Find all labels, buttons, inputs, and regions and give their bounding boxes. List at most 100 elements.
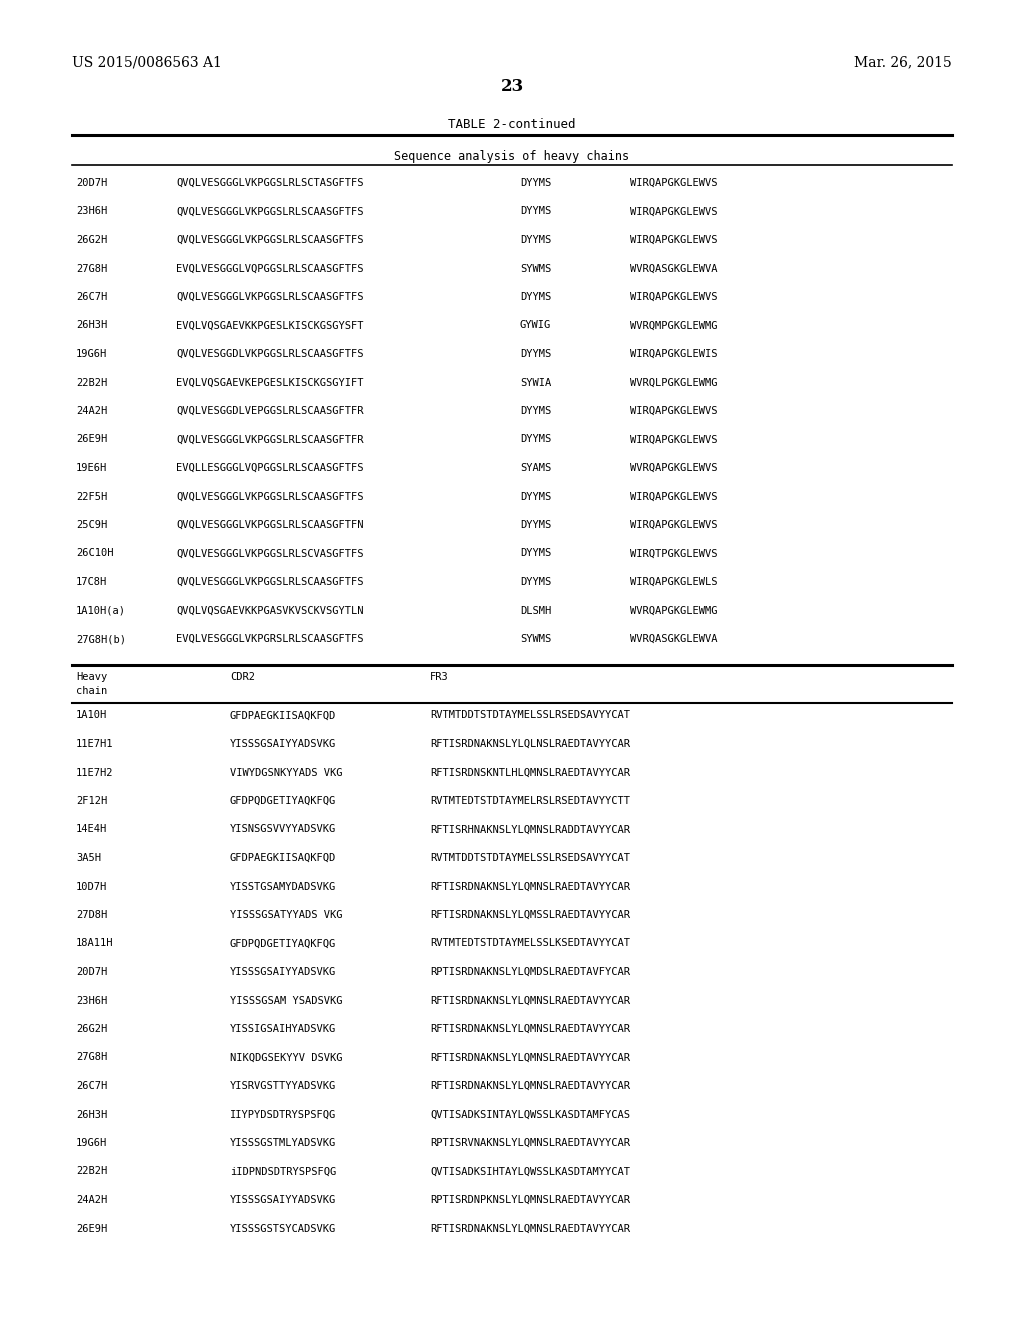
Text: Heavy: Heavy	[76, 672, 108, 682]
Text: chain: chain	[76, 685, 108, 696]
Text: DYYMS: DYYMS	[520, 491, 551, 502]
Text: 22F5H: 22F5H	[76, 491, 108, 502]
Text: YISRVGSTTYYADSVKG: YISRVGSTTYYADSVKG	[230, 1081, 336, 1092]
Text: CDR2: CDR2	[230, 672, 255, 682]
Text: 1A10H: 1A10H	[76, 710, 108, 721]
Text: RFTISRHNAKNSLYLQMNSLRADDTAVYYCAR: RFTISRHNAKNSLYLQMNSLRADDTAVYYCAR	[430, 825, 630, 834]
Text: WVRQAPGKGLEWVS: WVRQAPGKGLEWVS	[630, 463, 718, 473]
Text: RFTISRDNAKNSLYLQMNSLRAEDTAVYYCAR: RFTISRDNAKNSLYLQMNSLRAEDTAVYYCAR	[430, 1081, 630, 1092]
Text: QVQLVESGGDLVKPGGSLRLSCAASGFTFS: QVQLVESGGDLVKPGGSLRLSCAASGFTFS	[176, 348, 364, 359]
Text: WIRQAPGKGLEWVS: WIRQAPGKGLEWVS	[630, 178, 718, 187]
Text: 19G6H: 19G6H	[76, 1138, 108, 1148]
Text: 1A10H(a): 1A10H(a)	[76, 606, 126, 615]
Text: GYWIG: GYWIG	[520, 321, 551, 330]
Text: RFTISRDNAKNSLYLQMNSLRAEDTAVYYCAR: RFTISRDNAKNSLYLQMNSLRAEDTAVYYCAR	[430, 1052, 630, 1063]
Text: WIRQTPGKGLEWVS: WIRQTPGKGLEWVS	[630, 549, 718, 558]
Text: 25C9H: 25C9H	[76, 520, 108, 531]
Text: DYYMS: DYYMS	[520, 348, 551, 359]
Text: QVTISADKSIHTAYLQWSSLKASDTAMYYCAT: QVTISADKSIHTAYLQWSSLKASDTAMYYCAT	[430, 1167, 630, 1176]
Text: 26C7H: 26C7H	[76, 292, 108, 302]
Text: WVRQASGKGLEWVA: WVRQASGKGLEWVA	[630, 634, 718, 644]
Text: WIRQAPGKGLEWVS: WIRQAPGKGLEWVS	[630, 520, 718, 531]
Text: DYYMS: DYYMS	[520, 292, 551, 302]
Text: QVTISADKSINTAYLQWSSLKASDTAMFYCAS: QVTISADKSINTAYLQWSSLKASDTAMFYCAS	[430, 1110, 630, 1119]
Text: WIRQAPGKGLEWVS: WIRQAPGKGLEWVS	[630, 434, 718, 445]
Text: SYWMS: SYWMS	[520, 264, 551, 273]
Text: RVTMTEDTSTDTAYMELRSLRSEDTAVYYCTT: RVTMTEDTSTDTAYMELRSLRSEDTAVYYCTT	[430, 796, 630, 807]
Text: DYYMS: DYYMS	[520, 407, 551, 416]
Text: US 2015/0086563 A1: US 2015/0086563 A1	[72, 55, 222, 69]
Text: RFTISRDNAKNSLYLQMNSLRAEDTAVYYCAR: RFTISRDNAKNSLYLQMNSLRAEDTAVYYCAR	[430, 995, 630, 1006]
Text: EVQLVESGGGLVKPGRSLRLSCAASGFTFS: EVQLVESGGGLVKPGRSLRLSCAASGFTFS	[176, 634, 364, 644]
Text: WVRQASGKGLEWVA: WVRQASGKGLEWVA	[630, 264, 718, 273]
Text: YISSSGSAIYYADSVKG: YISSSGSAIYYADSVKG	[230, 1195, 336, 1205]
Text: DYYMS: DYYMS	[520, 206, 551, 216]
Text: QVQLVESGGGLVKPGGSLRLSCAASGFTFS: QVQLVESGGGLVKPGGSLRLSCAASGFTFS	[176, 491, 364, 502]
Text: RFTISRDNSKNTLHLQMNSLRAEDTAVYYCAR: RFTISRDNSKNTLHLQMNSLRAEDTAVYYCAR	[430, 767, 630, 777]
Text: RVTMTEDTSTDTAYMELSSLKSEDTAVYYCAT: RVTMTEDTSTDTAYMELSSLKSEDTAVYYCAT	[430, 939, 630, 949]
Text: GFDPQDGETIYAQKFQG: GFDPQDGETIYAQKFQG	[230, 939, 336, 949]
Text: RVTMTDDTSTDTAYMELSSLRSEDSAVYYCAT: RVTMTDDTSTDTAYMELSSLRSEDSAVYYCAT	[430, 853, 630, 863]
Text: 23H6H: 23H6H	[76, 995, 108, 1006]
Text: WIRQAPGKGLEWVS: WIRQAPGKGLEWVS	[630, 407, 718, 416]
Text: 26G2H: 26G2H	[76, 235, 108, 246]
Text: Mar. 26, 2015: Mar. 26, 2015	[854, 55, 952, 69]
Text: RVTMTDDTSTDTAYMELSSLRSEDSAVYYCAT: RVTMTDDTSTDTAYMELSSLRSEDSAVYYCAT	[430, 710, 630, 721]
Text: 10D7H: 10D7H	[76, 882, 108, 891]
Text: SYAMS: SYAMS	[520, 463, 551, 473]
Text: RPTISRDNPKNSLYLQMNSLRAEDTAVYYCAR: RPTISRDNPKNSLYLQMNSLRAEDTAVYYCAR	[430, 1195, 630, 1205]
Text: EVQLVQSGAEVKKPGESLKISCKGSGYSFT: EVQLVQSGAEVKKPGESLKISCKGSGYSFT	[176, 321, 364, 330]
Text: GFDPAEGKIISAQKFQD: GFDPAEGKIISAQKFQD	[230, 853, 336, 863]
Text: 22B2H: 22B2H	[76, 1167, 108, 1176]
Text: WVRQAPGKGLEWMG: WVRQAPGKGLEWMG	[630, 606, 718, 615]
Text: WIRQAPGKGLEWLS: WIRQAPGKGLEWLS	[630, 577, 718, 587]
Text: QVQLVESGGGLVKPGGSLRLSCAASGFTFS: QVQLVESGGGLVKPGGSLRLSCAASGFTFS	[176, 235, 364, 246]
Text: 27D8H: 27D8H	[76, 909, 108, 920]
Text: WVRQMPGKGLEWMG: WVRQMPGKGLEWMG	[630, 321, 718, 330]
Text: YISSTGSAMYDADSVKG: YISSTGSAMYDADSVKG	[230, 882, 336, 891]
Text: QVQLVESGGGLVKPGGSLRLSCAASGFTFS: QVQLVESGGGLVKPGGSLRLSCAASGFTFS	[176, 577, 364, 587]
Text: 3A5H: 3A5H	[76, 853, 101, 863]
Text: 17C8H: 17C8H	[76, 577, 108, 587]
Text: RFTISRDNAKNSLYLQMNSLRAEDTAVYYCAR: RFTISRDNAKNSLYLQMNSLRAEDTAVYYCAR	[430, 1224, 630, 1233]
Text: RFTISRDNAKNSLYLQLNSLRAEDTAVYYCAR: RFTISRDNAKNSLYLQLNSLRAEDTAVYYCAR	[430, 739, 630, 748]
Text: FR3: FR3	[430, 672, 449, 682]
Text: DYYMS: DYYMS	[520, 235, 551, 246]
Text: QVQLVESGGGLVKPGGSLRLSCAASGFTFS: QVQLVESGGGLVKPGGSLRLSCAASGFTFS	[176, 292, 364, 302]
Text: QVQLVESGGGLVKPGGSLRLSCTASGFTFS: QVQLVESGGGLVKPGGSLRLSCTASGFTFS	[176, 178, 364, 187]
Text: DLSMH: DLSMH	[520, 606, 551, 615]
Text: WIRQAPGKGLEWVS: WIRQAPGKGLEWVS	[630, 206, 718, 216]
Text: WIRQAPGKGLEWIS: WIRQAPGKGLEWIS	[630, 348, 718, 359]
Text: QVQLVESGGGLVKPGGSLRLSCAASGFTFS: QVQLVESGGGLVKPGGSLRLSCAASGFTFS	[176, 206, 364, 216]
Text: QVQLVESGGGLVKPGGSLRLSCVASGFTFS: QVQLVESGGGLVKPGGSLRLSCVASGFTFS	[176, 549, 364, 558]
Text: WIRQAPGKGLEWVS: WIRQAPGKGLEWVS	[630, 491, 718, 502]
Text: WIRQAPGKGLEWVS: WIRQAPGKGLEWVS	[630, 235, 718, 246]
Text: YISSSGSATYYADS VKG: YISSSGSATYYADS VKG	[230, 909, 342, 920]
Text: QVQLVESGGDLVEPGGSLRLSCAASGFTFR: QVQLVESGGDLVEPGGSLRLSCAASGFTFR	[176, 407, 364, 416]
Text: IIYPYDSDTRYSPSFQG: IIYPYDSDTRYSPSFQG	[230, 1110, 336, 1119]
Text: 24A2H: 24A2H	[76, 1195, 108, 1205]
Text: EVQLLESGGGLVQPGGSLRLSCAASGFTFS: EVQLLESGGGLVQPGGSLRLSCAASGFTFS	[176, 463, 364, 473]
Text: YISSSGSTSYCADSVKG: YISSSGSTSYCADSVKG	[230, 1224, 336, 1233]
Text: 19E6H: 19E6H	[76, 463, 108, 473]
Text: 23H6H: 23H6H	[76, 206, 108, 216]
Text: TABLE 2-continued: TABLE 2-continued	[449, 117, 575, 131]
Text: 26H3H: 26H3H	[76, 321, 108, 330]
Text: Sequence analysis of heavy chains: Sequence analysis of heavy chains	[394, 150, 630, 162]
Text: 19G6H: 19G6H	[76, 348, 108, 359]
Text: 14E4H: 14E4H	[76, 825, 108, 834]
Text: YISSSGSAIYYADSVKG: YISSSGSAIYYADSVKG	[230, 968, 336, 977]
Text: EVQLVESGGGLVQPGGSLRLSCAASGFTFS: EVQLVESGGGLVQPGGSLRLSCAASGFTFS	[176, 264, 364, 273]
Text: RFTISRDNAKNSLYLQMNSLRAEDTAVYYCAR: RFTISRDNAKNSLYLQMNSLRAEDTAVYYCAR	[430, 1024, 630, 1034]
Text: DYYMS: DYYMS	[520, 434, 551, 445]
Text: YISSSGSAM YSADSVKG: YISSSGSAM YSADSVKG	[230, 995, 342, 1006]
Text: RFTISRDNAKNSLYLQMNSLRAEDTAVYYCAR: RFTISRDNAKNSLYLQMNSLRAEDTAVYYCAR	[430, 882, 630, 891]
Text: 26G2H: 26G2H	[76, 1024, 108, 1034]
Text: 22B2H: 22B2H	[76, 378, 108, 388]
Text: DYYMS: DYYMS	[520, 549, 551, 558]
Text: 20D7H: 20D7H	[76, 178, 108, 187]
Text: 11E7H2: 11E7H2	[76, 767, 114, 777]
Text: SYWMS: SYWMS	[520, 634, 551, 644]
Text: 2F12H: 2F12H	[76, 796, 108, 807]
Text: RFTISRDNAKNSLYLQMSSLRAEDTAVYYCAR: RFTISRDNAKNSLYLQMSSLRAEDTAVYYCAR	[430, 909, 630, 920]
